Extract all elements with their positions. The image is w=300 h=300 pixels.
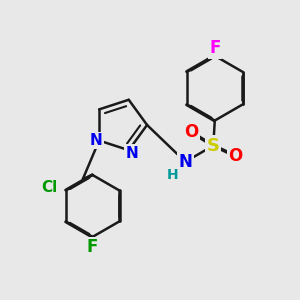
Text: O: O [184, 123, 198, 141]
Text: O: O [228, 147, 242, 165]
Text: N: N [178, 153, 192, 171]
Text: F: F [87, 238, 98, 256]
Text: S: S [207, 136, 220, 154]
Text: H: H [166, 168, 178, 182]
Text: N: N [90, 133, 103, 148]
Text: N: N [125, 146, 138, 160]
Text: Cl: Cl [41, 180, 58, 195]
Text: F: F [209, 39, 220, 57]
